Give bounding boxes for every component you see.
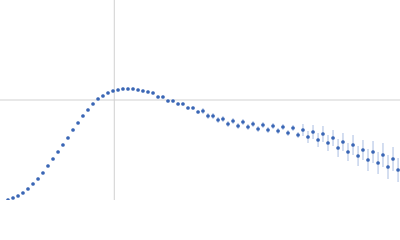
data-point [46, 164, 50, 168]
data-point [316, 138, 320, 142]
data-point [251, 122, 255, 126]
data-point [296, 133, 300, 137]
data-point [106, 91, 110, 95]
data-point [6, 198, 10, 200]
data-point [356, 154, 360, 158]
data-point [196, 110, 200, 114]
data-point [371, 150, 375, 154]
data-point [261, 123, 265, 127]
data-point [311, 130, 315, 134]
chart [0, 0, 400, 200]
data-point [271, 124, 275, 128]
data-point [26, 187, 30, 191]
data-point [151, 91, 155, 95]
data-point [141, 89, 145, 93]
data-point [366, 158, 370, 162]
data-point [171, 99, 175, 103]
data-point [286, 131, 290, 135]
data-point [206, 114, 210, 118]
data-point [276, 129, 280, 133]
page: (() => { const data = JSON.parse(documen… [0, 0, 400, 200]
data-point [291, 126, 295, 130]
data-point [51, 157, 55, 161]
data-point [166, 99, 170, 103]
data-point [116, 88, 120, 92]
data-point [231, 119, 235, 123]
data-point [126, 87, 130, 91]
data-point [341, 140, 345, 144]
data-point [241, 120, 245, 124]
data-point [56, 150, 60, 154]
data-point [386, 165, 390, 169]
data-point [246, 125, 250, 129]
data-point [236, 124, 240, 128]
data-point [101, 94, 105, 98]
data-point [301, 128, 305, 132]
data-point [11, 196, 15, 200]
data-point [221, 117, 225, 121]
data-point [306, 135, 310, 139]
data-point [396, 168, 400, 172]
data-point [321, 132, 325, 136]
data-point [326, 141, 330, 145]
data-point [256, 127, 260, 131]
data-point [91, 102, 95, 106]
data-point [161, 95, 165, 99]
data-point [121, 87, 125, 91]
data-point [351, 143, 355, 147]
data-point [41, 171, 45, 175]
data-point [136, 88, 140, 92]
data-point [146, 90, 150, 94]
data-point [336, 146, 340, 150]
data-point [381, 153, 385, 157]
data-point [16, 194, 20, 198]
data-point [61, 143, 65, 147]
data-point [181, 102, 185, 106]
data-point [111, 89, 115, 93]
data-point [201, 109, 205, 113]
data-point [176, 102, 180, 106]
data-point [96, 97, 100, 101]
data-point [226, 122, 230, 126]
data-point [216, 118, 220, 122]
data-point [156, 95, 160, 99]
data-point [376, 161, 380, 165]
data-point [266, 128, 270, 132]
data-point [76, 121, 80, 125]
data-point [281, 125, 285, 129]
data-point [186, 106, 190, 110]
data-point [81, 114, 85, 118]
data-point [391, 157, 395, 161]
data-point [131, 87, 135, 91]
data-point [71, 128, 75, 132]
data-point [21, 191, 25, 195]
data-point [331, 136, 335, 140]
data-point [346, 150, 350, 154]
data-point [361, 148, 365, 152]
data-point [211, 114, 215, 118]
data-point [36, 177, 40, 181]
data-point [66, 136, 70, 140]
data-point [86, 108, 90, 112]
data-point [191, 106, 195, 110]
data-point [31, 182, 35, 186]
